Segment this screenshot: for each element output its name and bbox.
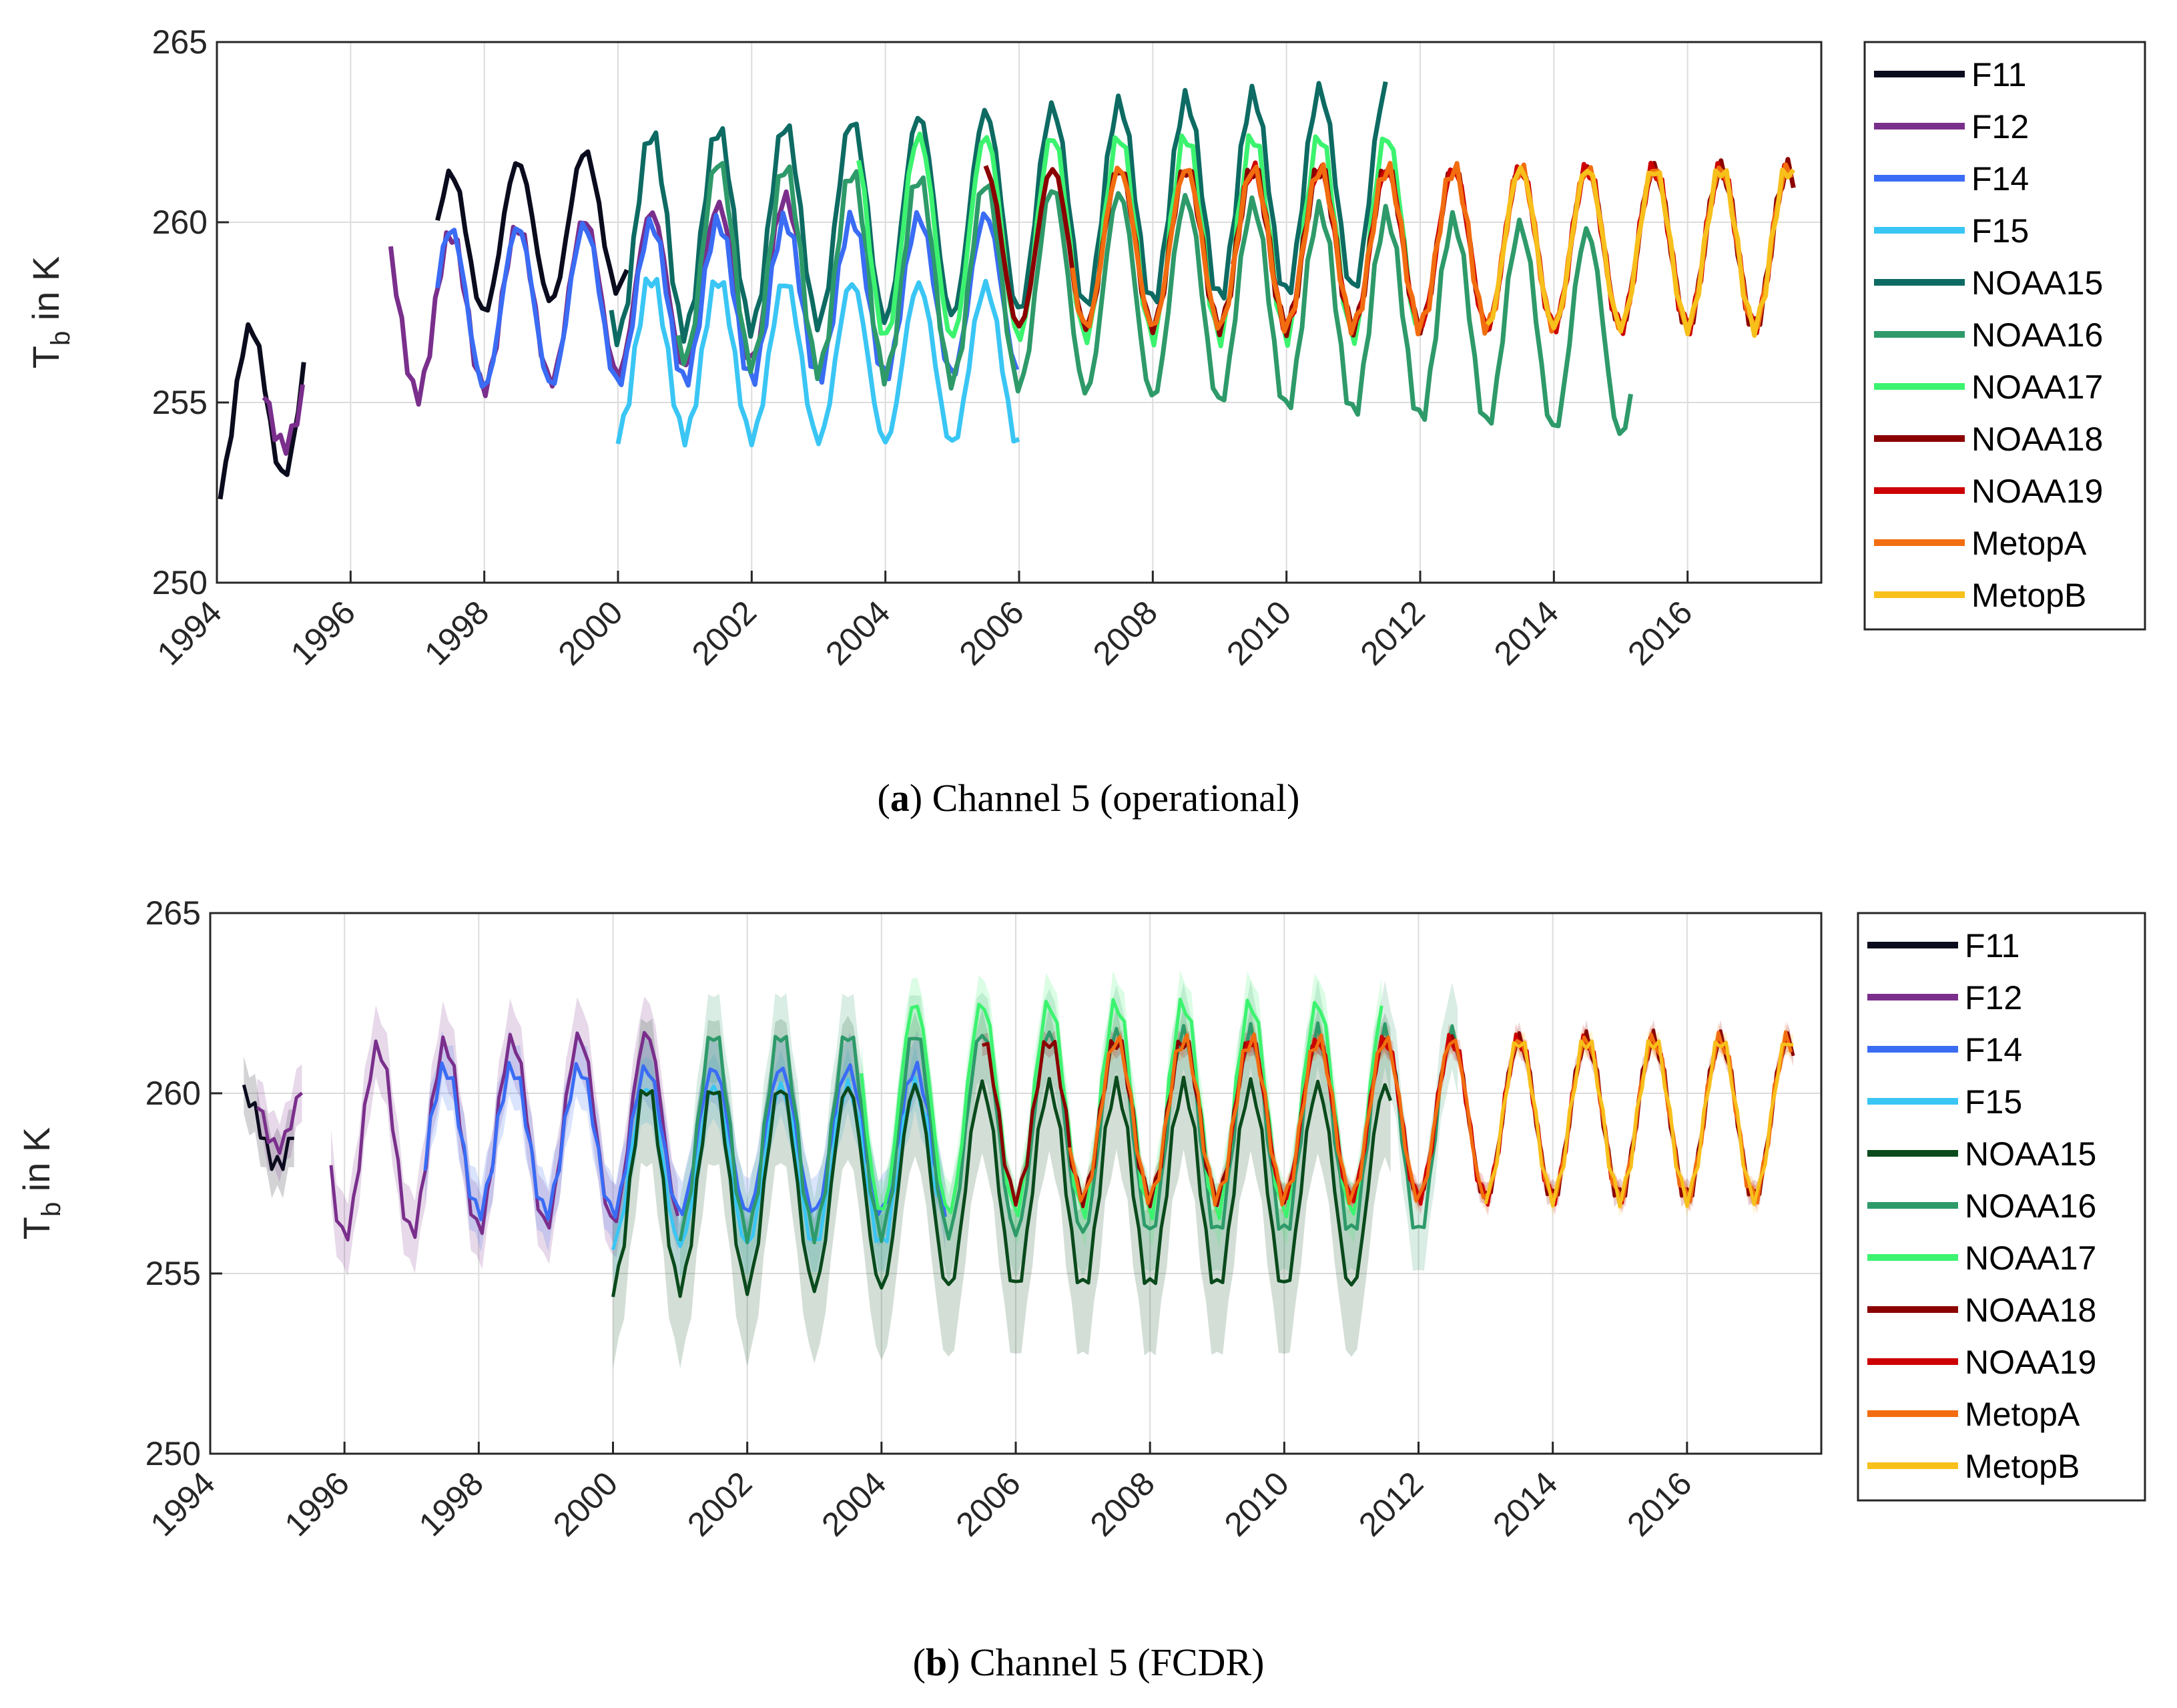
legend-label-noaa15: NOAA15 [1965,1135,2096,1173]
ylabel-a-rest: in K [25,256,67,331]
xtick-label: 2000 [551,593,630,672]
series-line-noaa15 [609,81,1388,348]
legend-label-noaa16: NOAA16 [1971,316,2103,354]
legend-label-f14: F14 [1971,160,2029,198]
xtick-label: 2008 [1086,593,1165,672]
xtick-label: 2014 [1487,593,1566,672]
series-line-f14 [435,210,1020,389]
series-line-metopb [1484,1039,1794,1209]
legend-label-f12: F12 [1971,108,2029,146]
xticks-a: 1994 1996 1998 2000 2002 2004 2006 2008 2010 2012… [150,571,1699,672]
ylabel-a-main: T [25,346,67,368]
legend-label-f15: F15 [1965,1083,2022,1121]
ylabel-b: Tb in K [15,1127,66,1240]
uncertainty-band-f15 [613,1045,938,1282]
xtick-label: 1998 [412,1464,491,1543]
series-line-f12 [262,384,305,456]
xtick-label: 2006 [952,593,1031,672]
legend-label-metopb: MetopB [1971,577,2086,614]
panel-b-chart: 250 255 260 265 1994 1996 1998 2000 2002 2004 200… [15,894,2146,1684]
xtick-label: 2012 [1353,593,1432,672]
series-line-f15 [615,276,1020,448]
ytick-label: 255 [145,1255,201,1292]
caption-a: (a) Channel 5 (operational) [878,776,1300,820]
legend-label-noaa17: NOAA17 [1965,1239,2096,1277]
ylabel-b-rest: in K [15,1127,57,1202]
xtick-label: 1994 [143,1464,222,1543]
xtick-label: 1996 [278,1464,356,1543]
legend-label-noaa18: NOAA18 [1971,420,2103,458]
legend-label-f15: F15 [1971,212,2029,250]
xtick-label: 2006 [949,1464,1028,1543]
series-line-f11 [242,1084,294,1171]
ylabel-b-main: T [15,1217,57,1239]
legend-b: F11 F12 F14 F15 NOAA15 NOAA16 NOAA17 NOAA18 NOAA… [1857,912,2146,1502]
xtick-label: 2014 [1486,1464,1564,1543]
ytick-label: 250 [145,1435,201,1472]
caption-b-text: Channel 5 (FCDR) [970,1641,1264,1684]
xtick-label: 2000 [546,1464,625,1543]
series-line-noaa15 [611,1075,1392,1298]
series-line-f12 [256,1091,304,1155]
xtick-label: 2008 [1083,1464,1162,1543]
legend-a: F11 F12 F14 F15 NOAA15 NOAA16 NOAA17 NOAA18 NOAA… [1863,41,2146,631]
xtick-label: 1994 [150,593,229,672]
xtick-label: 2016 [1620,1464,1698,1543]
caption-b: (b) Channel 5 (FCDR) [913,1641,1265,1684]
ytick-label: 260 [145,1075,201,1112]
caption-b-letter: b [926,1641,947,1684]
ylabel-b-sub: b [37,1202,66,1217]
ylabel-a-sub: b [46,331,75,346]
xtick-label: 2004 [814,1464,893,1543]
legend-label-f12: F12 [1965,979,2022,1017]
legend-label-metopa: MetopA [1965,1396,2080,1433]
ytick-label: 260 [152,204,208,241]
yticks-a: 250 255 260 265 [152,23,229,601]
xtick-label: 2002 [685,593,763,672]
legend-label-noaa19: NOAA19 [1965,1344,2096,1381]
xtick-label: 1996 [284,593,362,672]
series-line-f11 [218,322,306,500]
legend-label-f14: F14 [1965,1031,2022,1069]
ylabel-a: Tb in K [25,256,75,369]
xtick-label: 1998 [417,593,496,672]
xtick-label: 2012 [1351,1464,1430,1543]
xtick-label: 2016 [1620,593,1699,672]
legend-label-metopb: MetopB [1965,1448,2080,1485]
series-line-metopb [1485,165,1796,338]
xtick-label: 2010 [1217,1464,1296,1543]
yticks-b: 250 255 260 265 [145,894,222,1472]
ytick-label: 265 [152,23,208,61]
series-line-f14 [423,1061,947,1221]
legend-label-noaa19: NOAA19 [1971,473,2103,510]
legend-label-noaa18: NOAA18 [1965,1292,2096,1329]
caption-a-letter: a [890,776,910,820]
legend-label-f11: F11 [1971,56,2026,93]
legend-label-noaa16: NOAA16 [1965,1187,2096,1225]
series-b [242,997,1795,1298]
grid-a [216,41,1821,583]
xtick-label: 2004 [818,593,897,672]
ytick-label: 250 [152,564,208,601]
caption-a-text: Channel 5 (operational) [932,776,1300,820]
xtick-label: 2010 [1219,593,1298,672]
ytick-label: 255 [152,384,208,421]
legend-label-noaa15: NOAA15 [1971,264,2103,302]
series-line-f11 [435,149,629,313]
legend-label-f11: F11 [1965,927,2019,964]
legend-label-metopa: MetopA [1971,525,2087,562]
xtick-label: 2002 [680,1464,759,1543]
series-a [218,81,1796,500]
panel-a-chart: 250 255 260 265 1994 1996 1998 2000 2002 2004 200… [25,23,2146,820]
series-line-noaa16 [675,161,1633,437]
ytick-label: 265 [145,894,201,932]
legend-label-noaa17: NOAA17 [1971,368,2103,406]
xticks-b: 1994 1996 1998 2000 2002 2004 2006 2008 2010 2012… [143,1442,1699,1543]
